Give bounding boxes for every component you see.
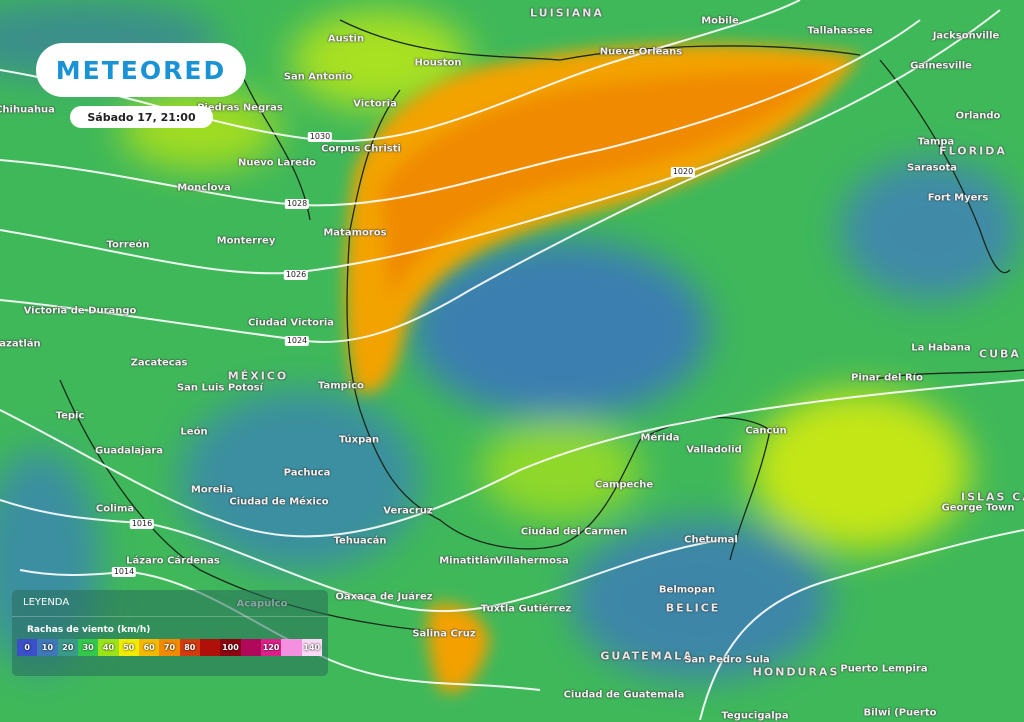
place-label: Piedras Negras: [197, 102, 283, 114]
isobar-label: 1030: [307, 132, 333, 142]
scale-step: 0: [17, 639, 38, 656]
place-label: Fort Myers: [927, 192, 989, 204]
place-label: Bilwi (Puerto: [863, 707, 937, 719]
place-label: Valladolid: [686, 444, 742, 456]
place-label: Guadalajara: [94, 445, 164, 457]
color-scale: 0 10 20 30 40 50 60 70 80 100 120 140: [17, 639, 322, 656]
place-label: FLORIDA: [939, 144, 1007, 158]
place-label: Tehuacán: [333, 535, 387, 547]
scale-step: 100: [220, 639, 241, 656]
isobar-label: 1016: [129, 519, 155, 529]
scale-step: [281, 639, 302, 656]
place-label: Minatitlán: [439, 555, 497, 567]
isobar-label: 1028: [284, 199, 310, 209]
place-label: Tuxtla Gutiérrez: [480, 603, 572, 615]
place-label: Mérida: [640, 432, 680, 444]
isobar-label: 1026: [283, 270, 309, 280]
place-label: Monterrey: [216, 235, 276, 247]
place-label: Nuevo Laredo: [237, 157, 317, 169]
place-label: Ciudad de Guatemala: [563, 689, 685, 701]
scale-step: 20: [57, 639, 78, 656]
place-label: Tepic: [55, 410, 85, 422]
place-label: León: [180, 426, 208, 438]
place-label: Colima: [95, 503, 135, 515]
place-label: Pinar del Río: [851, 372, 923, 384]
place-label: Cancún: [745, 425, 787, 437]
place-label: GUATEMALA: [600, 649, 694, 663]
logo-text: METEORED: [55, 55, 227, 85]
place-label: Salina Cruz: [412, 628, 476, 640]
place-label: Sarasota: [907, 162, 957, 174]
place-label: La Habana: [911, 342, 971, 354]
place-label: BELICE: [665, 601, 721, 615]
place-label: Ciudad del Carmen: [520, 526, 628, 538]
coastline: [59, 19, 1024, 631]
legend-title: LEYENDA: [23, 597, 70, 608]
place-label: LUISIANA: [530, 6, 604, 20]
place-label: George Town: [941, 502, 1015, 514]
place-label: Tampico: [317, 380, 365, 392]
place-label: Puerto Lempira: [840, 663, 928, 675]
isobar-label: 1014: [111, 567, 137, 577]
place-label: Torreón: [106, 239, 150, 251]
place-label: Gainesville: [910, 60, 972, 72]
place-label: MÉXICO: [227, 369, 289, 383]
place-label: ISLAS CAI: [961, 490, 1024, 504]
legend-divider: [12, 616, 328, 617]
place-label: Orlando: [955, 110, 1001, 122]
legend-panel: LEYENDA Rachas de viento (km/h) 0 10 20 30 4…: [12, 590, 328, 676]
place-label: Houston: [414, 57, 462, 69]
place-label: Tegucigalpa: [721, 710, 789, 722]
place-label: Mobile: [701, 15, 739, 27]
place-label: Tampa: [917, 136, 955, 148]
place-label: Nueva Orleans: [599, 46, 683, 58]
isobar-label: 1024: [284, 336, 310, 346]
scale-step: 140: [301, 639, 322, 656]
scale-step: 60: [138, 639, 160, 656]
scale-step: 10: [37, 639, 58, 656]
place-label: Corpus Christi: [321, 143, 401, 155]
place-label: Veracruz: [383, 505, 433, 517]
place-label: Matamoros: [323, 227, 387, 239]
place-label: HONDURAS: [752, 665, 840, 679]
scale-step: 40: [98, 639, 119, 656]
scale-step: 80: [179, 639, 200, 656]
place-label: Jacksonville: [932, 30, 1000, 42]
place-label: Ciudad Victoria: [247, 317, 335, 329]
legend-variable: Rachas de viento (km/h): [27, 625, 151, 635]
place-label: Villahermosa: [495, 555, 569, 567]
meteored-logo[interactable]: METEORED: [36, 43, 246, 97]
place-label: Belmopan: [658, 584, 716, 596]
place-label: Victoria de Durango: [23, 305, 137, 317]
place-label: Zacatecas: [130, 357, 188, 369]
place-label: Túxpan: [338, 434, 380, 446]
place-label: Monclova: [177, 182, 231, 194]
place-label: Pachuca: [283, 467, 331, 479]
place-label: Oaxaca de Juárez: [335, 591, 433, 603]
scale-step: 50: [118, 639, 139, 656]
place-label: Lázaro Cárdenas: [126, 555, 220, 567]
place-label: Mazatlán: [0, 338, 41, 350]
place-label: CUBA: [979, 347, 1021, 361]
place-label: Tallahassee: [807, 25, 873, 37]
high-gust-zone: [345, 44, 860, 693]
place-label: Chetumal: [684, 534, 738, 546]
scale-step: [240, 639, 261, 656]
place-label: Victoria: [353, 98, 397, 110]
isobar-label: 1020: [670, 167, 696, 177]
scale-step: 30: [77, 639, 99, 656]
place-label: Austin: [327, 33, 365, 45]
place-label: Chihuahua: [0, 104, 55, 116]
place-label: San Antonio: [283, 71, 353, 83]
place-label: Campeche: [594, 479, 654, 491]
place-label: San Pedro Sula: [684, 654, 770, 666]
scale-step: [199, 639, 221, 656]
place-label: San Luis Potosí: [176, 382, 264, 394]
place-label: Morelia: [190, 484, 234, 496]
forecast-time: Sábado 17, 21:00: [70, 106, 213, 128]
place-label: Ciudad de México: [229, 496, 329, 508]
scale-step: 120: [260, 639, 282, 656]
scale-step: 70: [159, 639, 180, 656]
